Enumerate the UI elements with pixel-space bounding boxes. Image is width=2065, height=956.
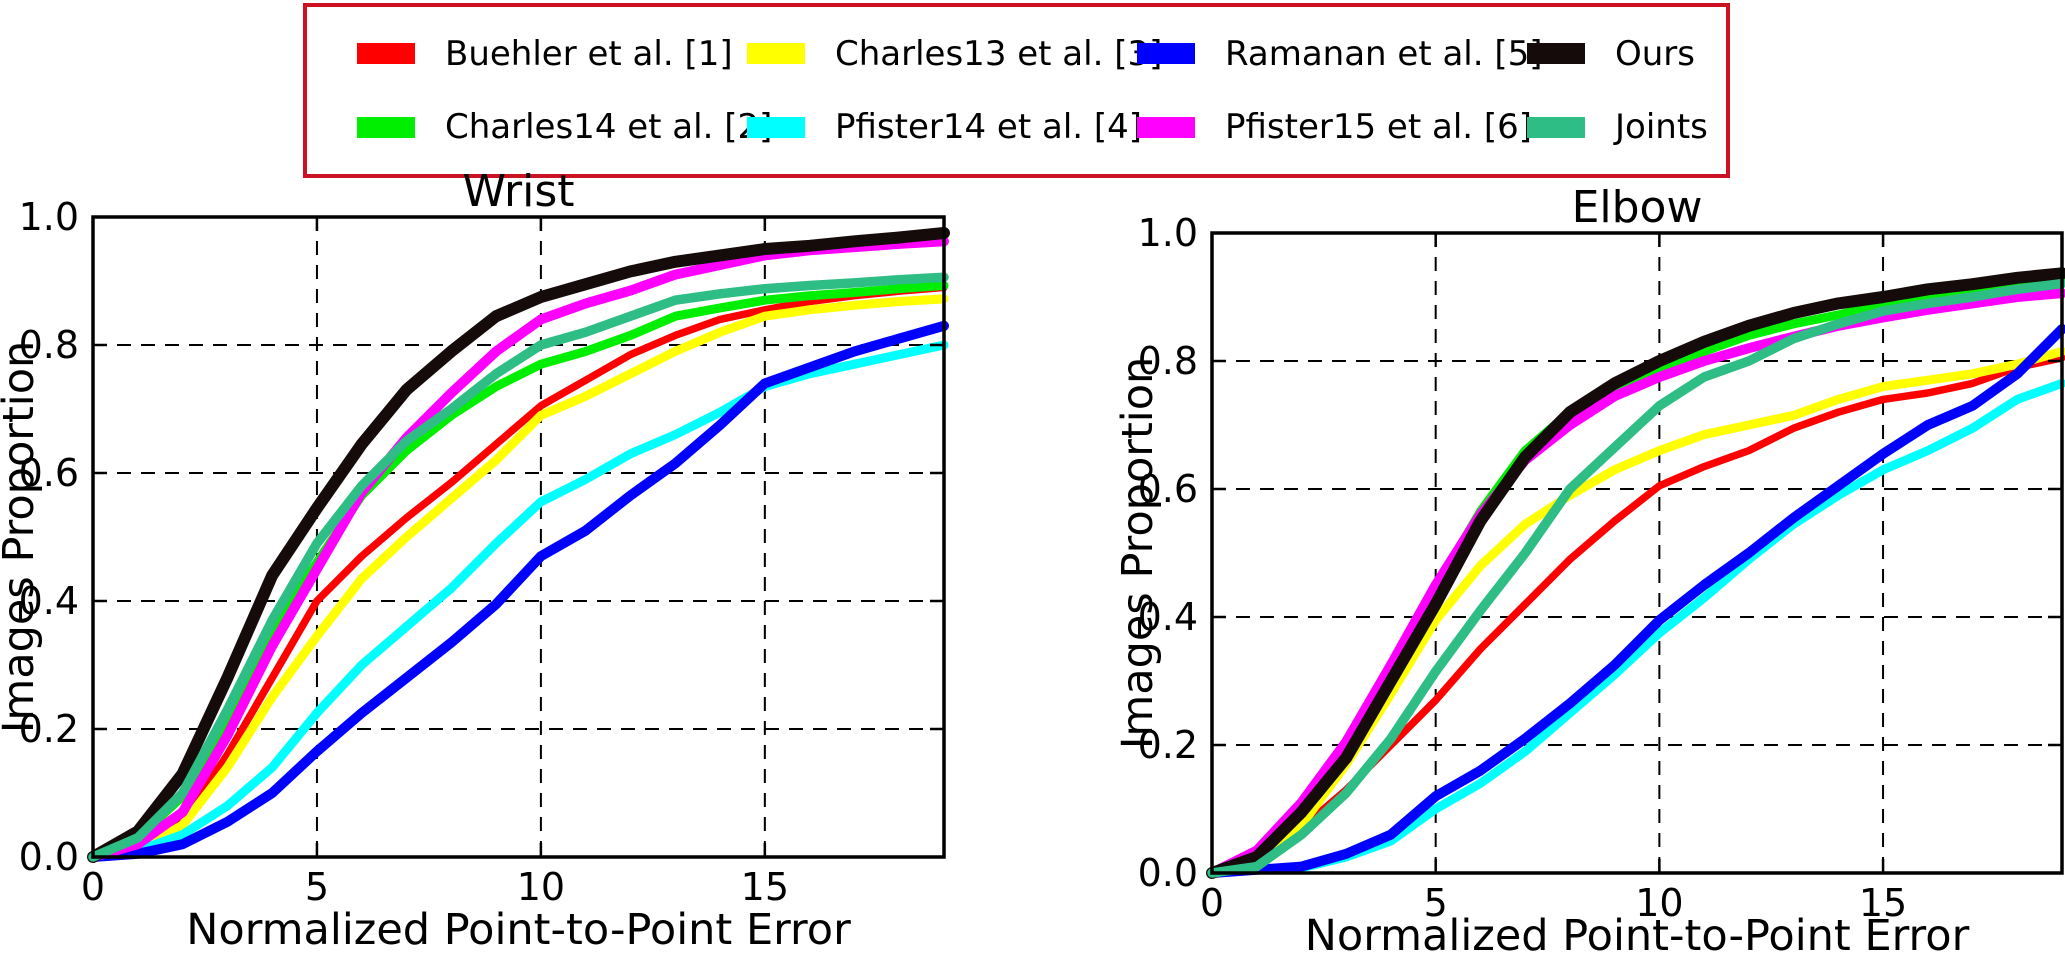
x-tick-label: 5	[305, 865, 329, 909]
legend-label: Pfister14 et al. [4]	[835, 107, 1143, 148]
y-tick-label: 0.2	[19, 707, 79, 751]
legend-item-charles13-et-al-3: Charles13 et al. [3]	[747, 37, 1162, 71]
x-tick-label: 10	[517, 865, 565, 909]
y-tick-label: 0.0	[1138, 851, 1198, 895]
legend-item-ramanan-et-al-5: Ramanan et al. [5]	[1137, 37, 1543, 71]
y-axis-title: Images Proportion	[1113, 357, 1163, 750]
legend-item-buehler-et-al-1: Buehler et al. [1]	[357, 37, 747, 71]
x-tick-label: 0	[1200, 881, 1224, 925]
x-tick-label: 15	[1859, 881, 1907, 925]
series-line-joints	[1207, 278, 2065, 878]
series-line-buehler-et-al-1	[89, 283, 948, 861]
plot-frame	[91, 215, 946, 859]
legend-box: Buehler et al. [1] Charles13 et al. [3] Ra…	[303, 3, 1730, 178]
y-tick-label: 1.0	[19, 195, 79, 239]
legend-label: Buehler et al. [1]	[445, 33, 733, 74]
elbow-chart: Elbow 0 5 10 15 0.0 0.2 0.4 0.6 0.8 1.0 Normalized …	[1113, 182, 2065, 956]
wrist-chart-container: Wrist 0 5 10 15 0.0 0.2 0.4 0.6 0.8 1.0 Normalized …	[0, 140, 1040, 956]
y-tick-label: 0.6	[19, 451, 79, 495]
x-tick-label: 0	[81, 865, 105, 909]
legend-swatch-icon	[1137, 116, 1195, 138]
chart-title: Wrist	[462, 166, 574, 217]
series-line-pfister14-et-al-4	[88, 340, 949, 862]
legend-label: Charles13 et al. [3]	[835, 33, 1163, 74]
y-tick-label: 0.4	[1138, 595, 1198, 639]
series-line-pfister15-et-al-6	[1207, 288, 2065, 878]
legend-label: Ramanan et al. [5]	[1225, 33, 1543, 74]
y-tick-label: 0.6	[1138, 467, 1198, 511]
legend-item-pfister15-et-al-6: Pfister15 et al. [6]	[1137, 110, 1532, 144]
legend-label: Ours	[1615, 33, 1696, 74]
y-tick-label: 0.4	[19, 579, 79, 623]
series-line-ramanan-et-al-5	[88, 320, 949, 862]
y-axis-title: Images Proportion	[0, 341, 44, 734]
y-tick-label: 0.8	[1138, 339, 1198, 383]
series-line-charles13-et-al-3	[88, 294, 949, 862]
legend-label: Charles14 et al. [2]	[445, 107, 773, 148]
legend-swatch-icon	[1137, 43, 1195, 65]
legend-item-joints: Joints	[1527, 110, 1716, 144]
elbow-chart-container: Elbow 0 5 10 15 0.0 0.2 0.4 0.6 0.8 1.0 Normalized …	[1040, 140, 2065, 956]
y-tick-label: 0.0	[19, 835, 79, 879]
series-line-ours	[1206, 267, 2065, 879]
legend-swatch-icon	[357, 116, 415, 138]
legend-swatch-icon	[1527, 116, 1585, 138]
chart-title: Elbow	[1572, 182, 1703, 233]
legend-item-ours: Ours	[1527, 37, 1716, 71]
x-axis-title: Normalized Point-to-Point Error	[1305, 911, 1970, 956]
series-line-ours	[87, 227, 950, 863]
legend-swatch-icon	[747, 116, 805, 138]
legend-swatch-icon	[1527, 43, 1585, 65]
series-line-ramanan-et-al-5	[1207, 324, 2065, 878]
legend-label: Joints	[1615, 107, 1708, 148]
legend-label: Pfister15 et al. [6]	[1225, 107, 1533, 148]
plot-frame	[1210, 231, 2064, 875]
legend-swatch-icon	[357, 43, 415, 65]
legend-item-pfister14-et-al-4: Pfister14 et al. [4]	[747, 110, 1142, 144]
x-axis-title: Normalized Point-to-Point Error	[186, 905, 851, 955]
y-tick-label: 0.8	[19, 323, 79, 367]
wrist-chart: Wrist 0 5 10 15 0.0 0.2 0.4 0.6 0.8 1.0 Normalized …	[0, 166, 950, 955]
x-tick-label: 15	[741, 865, 789, 909]
series-line-joints	[88, 272, 949, 862]
y-tick-label: 1.0	[1138, 211, 1198, 255]
y-tick-label: 0.2	[1138, 723, 1198, 767]
x-tick-label: 5	[1424, 881, 1448, 925]
x-tick-label: 10	[1635, 881, 1683, 925]
legend-swatch-icon	[747, 43, 805, 65]
legend-item-charles14-et-al-2: Charles14 et al. [2]	[357, 110, 772, 144]
